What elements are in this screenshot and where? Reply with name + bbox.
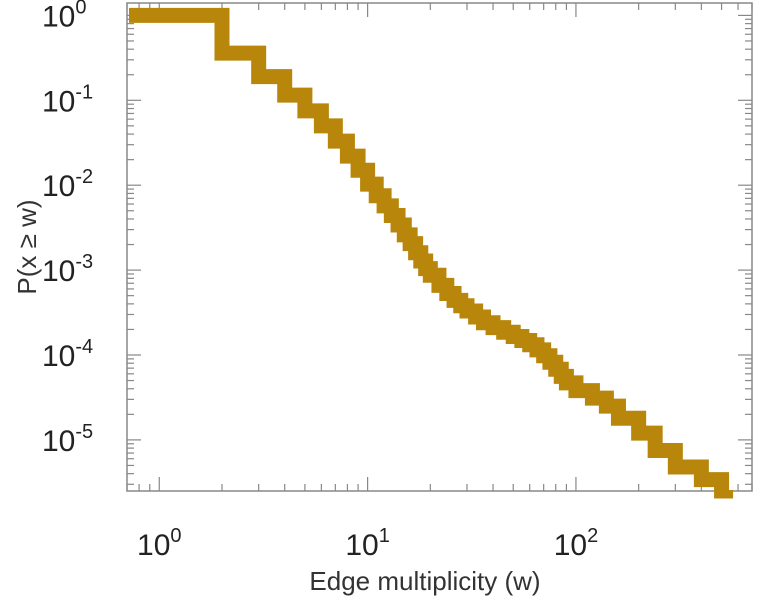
y-tick-label: 10-4 xyxy=(42,336,93,373)
plot-frame xyxy=(126,2,753,492)
data-point xyxy=(611,411,626,426)
data-point xyxy=(328,134,343,149)
y-tick-label: 10-2 xyxy=(42,166,93,203)
y-tick-label: 10-3 xyxy=(42,251,93,288)
x-tick-label: 102 xyxy=(554,525,599,562)
y-tick-label: 100 xyxy=(42,0,87,33)
y-tick-labels: 100 10-1 10-2 10-3 10-4 10-5 xyxy=(42,0,93,458)
x-tick-labels: 100 101 102 xyxy=(137,525,598,562)
data-point xyxy=(599,399,614,414)
y-tick-label: 10-5 xyxy=(42,421,93,458)
data-point xyxy=(631,426,646,441)
data-point xyxy=(340,149,355,164)
data-point xyxy=(297,103,312,118)
major-ticks xyxy=(127,3,752,491)
data-point xyxy=(152,8,167,23)
data-point xyxy=(214,46,229,61)
data-point xyxy=(648,443,663,458)
data-point xyxy=(486,320,501,335)
y-tick-label: 10-1 xyxy=(42,81,93,118)
series-line-ccdf xyxy=(129,7,734,499)
data-point xyxy=(568,383,583,398)
y-axis-title: P(x ≥ w) xyxy=(12,199,42,294)
x-axis-title: Edge multiplicity (w) xyxy=(309,566,540,596)
data-point xyxy=(251,69,266,84)
data-point xyxy=(277,88,292,103)
x-tick-label: 101 xyxy=(345,525,390,562)
data-point xyxy=(694,472,709,487)
data-point xyxy=(585,391,600,406)
series-points xyxy=(152,8,729,498)
data-point xyxy=(668,459,683,474)
data-point xyxy=(714,484,729,498)
data-point xyxy=(351,163,366,178)
x-tick-label: 100 xyxy=(137,525,182,562)
data-point xyxy=(360,177,375,192)
minor-ticks xyxy=(126,3,753,491)
data-point xyxy=(314,118,329,133)
